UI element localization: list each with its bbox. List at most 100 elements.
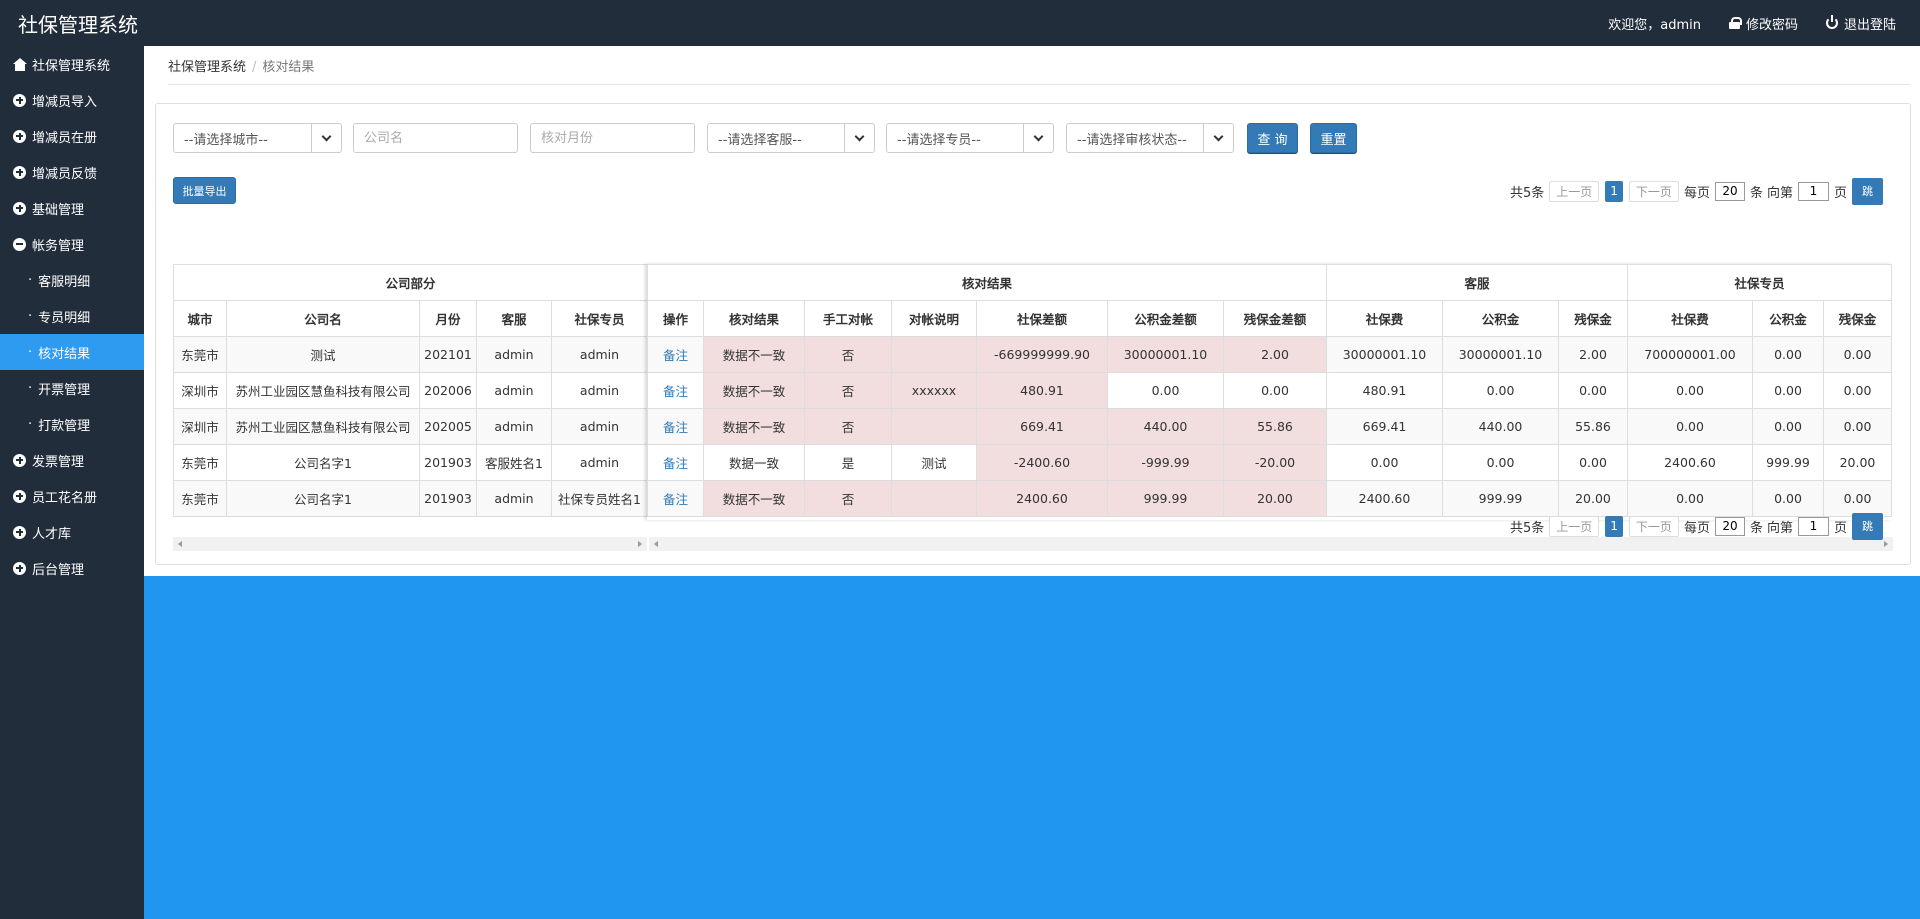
cell-month: 201903 (419, 444, 477, 481)
cell-ss_diff: 669.41 (976, 408, 1108, 445)
per-page-input[interactable] (1714, 181, 1745, 201)
goto-page-input[interactable] (1797, 516, 1829, 536)
goto-page-input[interactable] (1797, 181, 1829, 201)
sidebar-item-sidebar.items5[interactable]: 帐务管理 (0, 226, 144, 262)
jump-button[interactable]: 跳 (1852, 512, 1883, 540)
current-page-button[interactable]: 1 (1605, 180, 1623, 202)
remark-link[interactable]: 备注 (662, 384, 688, 399)
sidebar: 社保管理系统 增减员导入 增减员在册 增减员反馈 基础管理 帐务管理 · 客服明细 · 专员明细 ·… (0, 46, 144, 919)
sidebar-item-sidebar.items4[interactable]: 基础管理 (0, 190, 144, 226)
company-input[interactable] (353, 123, 518, 153)
scroll-left-icon[interactable] (178, 541, 182, 547)
scroll-right-icon[interactable] (638, 541, 642, 547)
bullet: · (28, 344, 33, 360)
sidebar-subitem-label: 核对结果 (38, 346, 91, 362)
plus-circle-icon (13, 453, 26, 467)
sidebar-subitem-4[interactable]: · 打款管理 (0, 406, 144, 442)
query-button[interactable]: 查 询 (1247, 123, 1298, 153)
plus-circle-icon (13, 201, 26, 215)
table-row: 东莞市 公司名字1 201903 客服姓名1 admin (173, 444, 648, 481)
cell-company: 公司名字1 (226, 480, 420, 517)
next-page-button[interactable]: 下一页 (1628, 515, 1679, 537)
right-scrollbar[interactable] (649, 537, 1893, 551)
logout-link[interactable]: 退出登陆 (1825, 14, 1896, 33)
sidebar-subitem-1[interactable]: · 专员明细 (0, 298, 144, 334)
cell-specialist: admin (551, 372, 648, 409)
per-page-input[interactable] (1714, 516, 1745, 536)
chevron-down-icon (844, 124, 874, 152)
change-password-link[interactable]: 修改密码 (1728, 14, 1798, 33)
per-page-label: 每页 (1683, 520, 1710, 536)
per-page-unit: 条 (1749, 185, 1763, 201)
reconciliation-table: 核对结果 客服 社保专员 操作 核对结果 手工对帐 对帐说明 社保差额 公积金差额 残保金差额 社保… (647, 264, 1892, 517)
right-table-wrap: 核对结果 客服 社保专员 操作 核对结果 手工对帐 对帐说明 社保差额 公积金差额 残保金差额 社保… (647, 264, 1892, 520)
goto-label: 向第 (1766, 520, 1793, 536)
column-header: 残保金 (1558, 300, 1628, 337)
cell-sp_ss: 700000001.00 (1627, 336, 1753, 373)
sidebar-item-label: 增减员导入 (32, 94, 98, 110)
table-row: 东莞市 公司名字1 201903 admin 社保专员姓名1 (173, 480, 648, 517)
sidebar-subitem-3[interactable]: · 开票管理 (0, 370, 144, 406)
sidebar-item-sidebar.items_after1[interactable]: 员工花名册 (0, 478, 144, 514)
specialist-select[interactable]: --请选择专员-- (886, 123, 1054, 153)
column-header: 公积金 (1752, 300, 1824, 337)
cell-company: 公司名字1 (226, 444, 420, 481)
remark-link[interactable]: 备注 (662, 456, 688, 471)
cell-city: 东莞市 (173, 336, 227, 373)
prev-page-button[interactable]: 上一页 (1549, 515, 1600, 537)
reset-button[interactable]: 重置 (1310, 123, 1357, 153)
cell-manual: 否 (804, 408, 892, 445)
cell-sp_hf: 0.00 (1752, 372, 1824, 409)
cell-dis_diff: 2.00 (1223, 336, 1327, 373)
sidebar-item-sidebar.items1[interactable]: 增减员导入 (0, 82, 144, 118)
audit-status-select[interactable]: --请选择审核状态-- (1066, 123, 1234, 153)
remark-link[interactable]: 备注 (662, 420, 688, 435)
jump-button[interactable]: 跳 (1852, 177, 1883, 205)
cell-hf_diff: 440.00 (1107, 408, 1224, 445)
change-password-label: 修改密码 (1745, 17, 1798, 33)
cell-op[interactable]: 备注 (647, 480, 704, 517)
sidebar-subitem-2[interactable]: · 核对结果 (0, 334, 144, 370)
cell-city: 深圳市 (173, 408, 227, 445)
scroll-right-icon[interactable] (1884, 541, 1888, 547)
cell-sp_dis: 0.00 (1823, 372, 1892, 409)
sidebar-item-sidebar.items_after0[interactable]: 发票管理 (0, 442, 144, 478)
cell-op[interactable]: 备注 (647, 444, 704, 481)
month-input[interactable] (530, 123, 695, 153)
remark-link[interactable]: 备注 (662, 348, 688, 363)
city-select[interactable]: --请选择城市-- (173, 123, 342, 153)
cell-sp_ss: 0.00 (1627, 372, 1753, 409)
prev-page-button[interactable]: 上一页 (1549, 180, 1600, 202)
breadcrumb-root[interactable]: 社保管理系统 (168, 60, 247, 75)
sidebar-item-sidebar.items3[interactable]: 增减员反馈 (0, 154, 144, 190)
cell-sp_hf: 0.00 (1752, 408, 1824, 445)
remark-link[interactable]: 备注 (662, 492, 688, 507)
sidebar-subitem-0[interactable]: · 客服明细 (0, 262, 144, 298)
cell-op[interactable]: 备注 (647, 372, 704, 409)
cell-service: 客服姓名1 (476, 444, 552, 481)
current-page-button[interactable]: 1 (1605, 515, 1623, 537)
scroll-left-icon[interactable] (654, 541, 658, 547)
left-scrollbar[interactable] (173, 537, 647, 551)
sidebar-item-sidebar.items_after3[interactable]: 后台管理 (0, 550, 144, 586)
pager-total: 共5条 (1509, 185, 1545, 201)
next-page-button[interactable]: 下一页 (1628, 180, 1679, 202)
sidebar-subitem-label: 专员明细 (38, 310, 91, 326)
cell-hf_diff: 999.99 (1107, 480, 1224, 517)
column-header: 残保金差额 (1223, 300, 1327, 337)
sidebar-item-sidebar.items2[interactable]: 增减员在册 (0, 118, 144, 154)
cell-cs_hf: 0.00 (1442, 372, 1559, 409)
column-header: 客服 (476, 300, 552, 337)
batch-export-button[interactable]: 批量导出 (173, 177, 236, 204)
cell-sp_ss: 2400.60 (1627, 444, 1753, 481)
sidebar-item-sidebar.items_after2[interactable]: 人才库 (0, 514, 144, 550)
cell-op[interactable]: 备注 (647, 408, 704, 445)
cell-ss_diff: 2400.60 (976, 480, 1108, 517)
cell-cs_dis: 20.00 (1558, 480, 1628, 517)
cell-op[interactable]: 备注 (647, 336, 704, 373)
service-select[interactable]: --请选择客服-- (707, 123, 875, 153)
cell-month: 202005 (419, 408, 477, 445)
welcome-text: 欢迎您，admin (1608, 17, 1701, 33)
sidebar-item-sidebar.items0[interactable]: 社保管理系统 (0, 46, 144, 82)
